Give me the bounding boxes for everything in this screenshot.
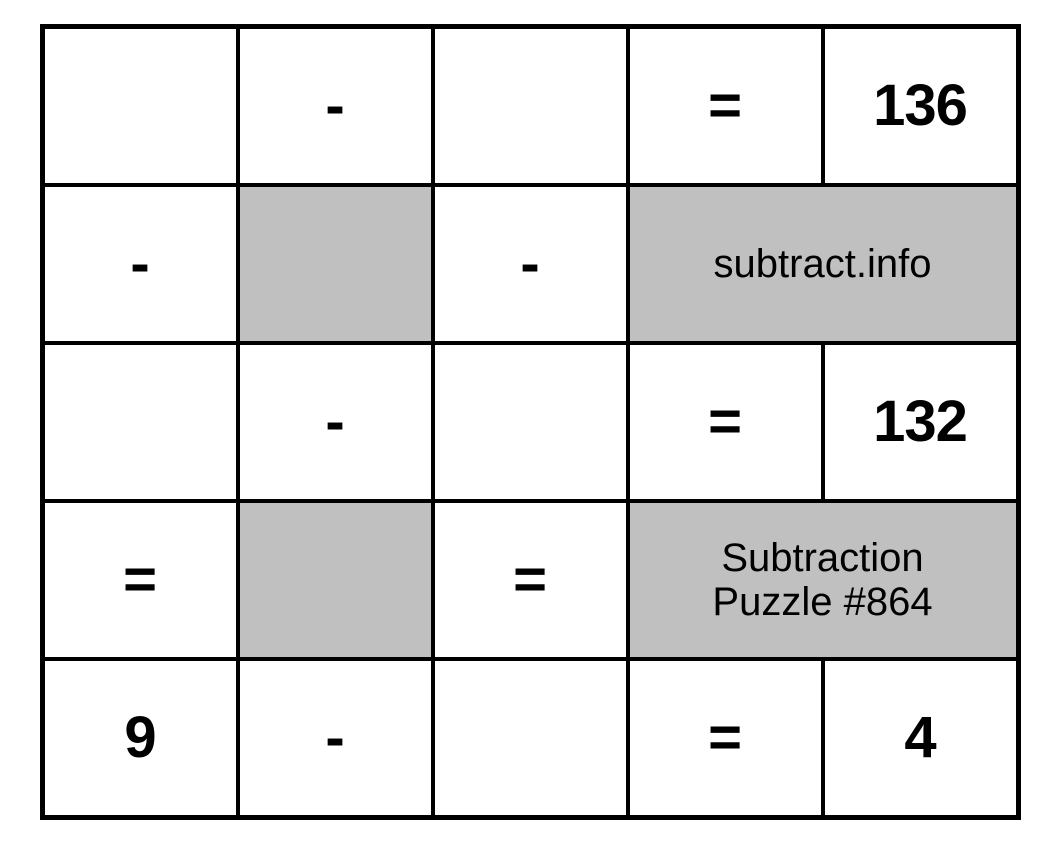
equals-symbol-3-2: =	[433, 501, 628, 659]
minus-symbol-2-1: -	[238, 343, 433, 501]
number-cell-0-4: 136	[823, 27, 1018, 185]
label-cell-3-3: Subtraction Puzzle #864	[628, 501, 1018, 659]
input-cell-0-2[interactable]	[433, 27, 628, 185]
minus-symbol-1-0: -	[43, 185, 238, 343]
input-cell-0-0[interactable]	[43, 27, 238, 185]
puzzle-grid: -=136--subtract.info-=132==Subtraction P…	[40, 24, 1021, 820]
input-cell-2-0[interactable]	[43, 343, 238, 501]
number-cell-4-0: 9	[43, 659, 238, 817]
minus-symbol-4-1: -	[238, 659, 433, 817]
shaded-cell-3-1	[238, 501, 433, 659]
input-cell-2-2[interactable]	[433, 343, 628, 501]
shaded-cell-1-1	[238, 185, 433, 343]
label-cell-1-3: subtract.info	[628, 185, 1018, 343]
equals-symbol-2-3: =	[628, 343, 823, 501]
minus-symbol-1-2: -	[433, 185, 628, 343]
minus-symbol-0-1: -	[238, 27, 433, 185]
equals-symbol-3-0: =	[43, 501, 238, 659]
number-cell-4-4: 4	[823, 659, 1018, 817]
equals-symbol-0-3: =	[628, 27, 823, 185]
equals-symbol-4-3: =	[628, 659, 823, 817]
input-cell-4-2[interactable]	[433, 659, 628, 817]
number-cell-2-4: 132	[823, 343, 1018, 501]
